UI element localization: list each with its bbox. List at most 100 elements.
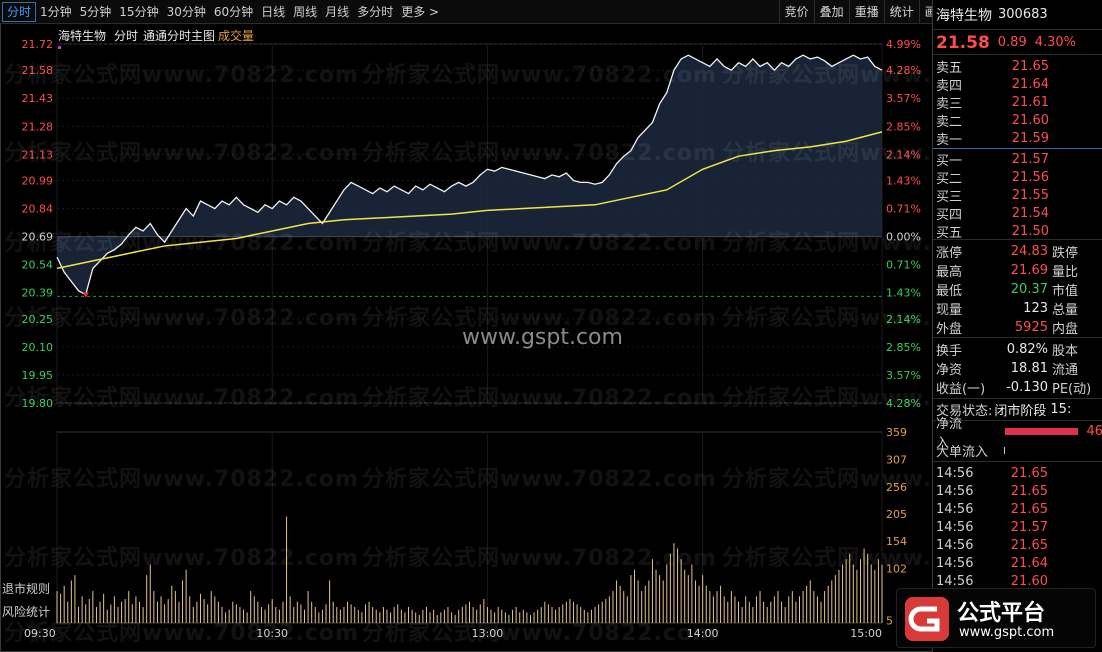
bid-label: 买五 [936,225,963,241]
price-tick-label: 21.43 [22,92,54,105]
period-tab[interactable]: 周线 [293,5,318,19]
last-price: 21.58 [936,32,990,53]
period-tab[interactable]: 分时 [2,2,37,22]
big-inflow-row: 大单流入 [933,441,1102,460]
net-inflow-row: 净流入 46 [933,417,1102,451]
volume-tick-label: 307 [886,454,907,467]
tick-time: 14:56 [936,501,974,517]
price-tick-label: 19.80 [22,397,54,410]
chart-indicator[interactable]: 通通分时主图 [143,29,216,43]
trade-status-time: 15: [1050,402,1072,417]
stat-label: 外盘 [936,322,963,337]
volume-tick-label: 154 [886,535,907,548]
ask-row[interactable]: 卖一 21.59 [933,129,1102,148]
tick-time: 14:56 [936,519,974,535]
bid-row[interactable]: 买一 21.57 [933,150,1102,169]
price-area [57,55,882,295]
intraday-chart[interactable]: 21.72 4.99% 21.58 4.28% 21.43 3.57% 21.28 2.85%… [0,25,1076,652]
ask-row[interactable]: 卖二 21.60 [933,111,1102,130]
pct-tick-label: 2.85% [886,341,921,354]
pct-tick-label: 0.00% [886,231,921,244]
divider [933,337,1102,338]
ask-row[interactable]: 卖四 21.64 [933,75,1102,94]
bid-price: 21.56 [1011,169,1049,185]
price-tick-label: 21.72 [22,38,54,51]
stat-label-2: PE(动) [1052,382,1092,397]
ask-price: 21.60 [1011,112,1049,128]
divider [933,239,1102,240]
price-change-pct: 4.30% [1034,35,1077,50]
tool-button[interactable]: 统计 [883,0,919,24]
stat-value: 5925 [1014,320,1048,335]
stock-code: 300683 [998,7,1048,22]
period-tabs: 分时 1分钟 5分钟 15分钟 30分钟 60分钟 日线 周线 月线 多分时 更多 > [2,0,443,24]
tick-row: 14:56 21.65 [933,500,1102,518]
tick-price: 21.65 [1010,465,1048,481]
bid-label: 买一 [936,153,963,169]
bid-row[interactable]: 买二 21.56 [933,168,1102,187]
site-watermark: www.gspt.com [462,325,623,350]
tick-time: 14:56 [936,573,974,589]
volume-tick-label: 359 [886,426,907,439]
bid-row[interactable]: 买三 21.55 [933,186,1102,205]
stat-label: 最低 [936,284,963,299]
period-tab[interactable]: 30分钟 [166,5,206,19]
bid-label: 买三 [936,189,963,205]
brand-logo-icon [905,597,949,641]
stat-label-2: 总量 [1052,303,1079,318]
bid-row[interactable]: 买四 21.54 [933,204,1102,223]
tool-button[interactable]: 叠加 [813,0,849,24]
risk-stats-button[interactable]: 风险统计 [2,605,51,619]
volume-tick-label: 256 [886,481,907,494]
period-tab[interactable]: 5分钟 [79,5,112,19]
period-tab[interactable]: 月线 [325,5,350,19]
stat-value: 20.37 [1010,282,1048,297]
bid-row[interactable]: 买五 21.50 [933,222,1102,241]
chart-volume-label: 成交量 [218,29,255,43]
ask-label: 卖四 [936,78,963,94]
delist-rules-button[interactable]: 退市规则 [2,582,51,596]
stat-value: 18.81 [1010,361,1048,376]
stat-label-2: 股本 [1052,344,1079,359]
price-tick-label: 21.58 [22,64,54,77]
pct-tick-label: 2.14% [886,313,921,326]
period-tab[interactable]: 60分钟 [213,5,254,19]
price-line [56,54,883,296]
period-tab[interactable]: 15分钟 [119,5,159,19]
low-marker [82,292,89,298]
price-tick-label: 20.84 [22,203,54,216]
period-tab[interactable]: 多分时 [357,5,394,19]
ask-label: 卖五 [936,60,963,76]
tick-time: 14:56 [936,537,974,553]
stat-label-2: 流通 [1052,363,1079,378]
tick-price: 21.57 [1010,519,1048,535]
volume-tick-label: 5 [886,614,893,627]
tool-button[interactable]: 竞价 [778,0,814,24]
volume-pane-frame [56,431,883,624]
ask-row[interactable]: 卖五 21.65 [933,57,1102,76]
period-tab[interactable]: 日线 [261,5,286,19]
bid-price: 21.50 [1011,223,1049,239]
pct-tick-label: 0.71% [886,203,921,216]
divider [933,420,1102,421]
tool-button[interactable]: 重播 [848,0,884,24]
period-tab[interactable]: 更多 > [401,5,440,19]
chart-svg[interactable]: 21.72 4.99% 21.58 4.28% 21.43 3.57% 21.28 2.85%… [0,25,932,652]
stat-value: 0.82% [1006,342,1048,357]
price-tick-label: 19.95 [22,369,54,382]
ask-row[interactable]: 卖三 21.61 [933,93,1102,112]
price-tick-label: 21.13 [22,148,54,161]
period-tab[interactable]: 1分钟 [40,5,72,19]
stat-row: 最低 20.37 市值 [933,280,1102,299]
tick-price: 21.65 [1010,537,1048,553]
price-tick-label: 20.25 [22,313,54,326]
brand-logo [905,597,949,641]
stat-label-2: 内盘 [1052,322,1079,337]
stock-quote: 21.58 0.89 4.30% [933,31,1102,55]
tick-row: 14:56 21.65 [933,536,1102,554]
time-tick-label: 13:00 [472,627,504,640]
bid-label: 买四 [936,207,963,223]
ask-label: 卖二 [936,114,963,130]
indicator-marker [58,46,61,49]
time-tick-label: 09:30 [24,627,56,640]
